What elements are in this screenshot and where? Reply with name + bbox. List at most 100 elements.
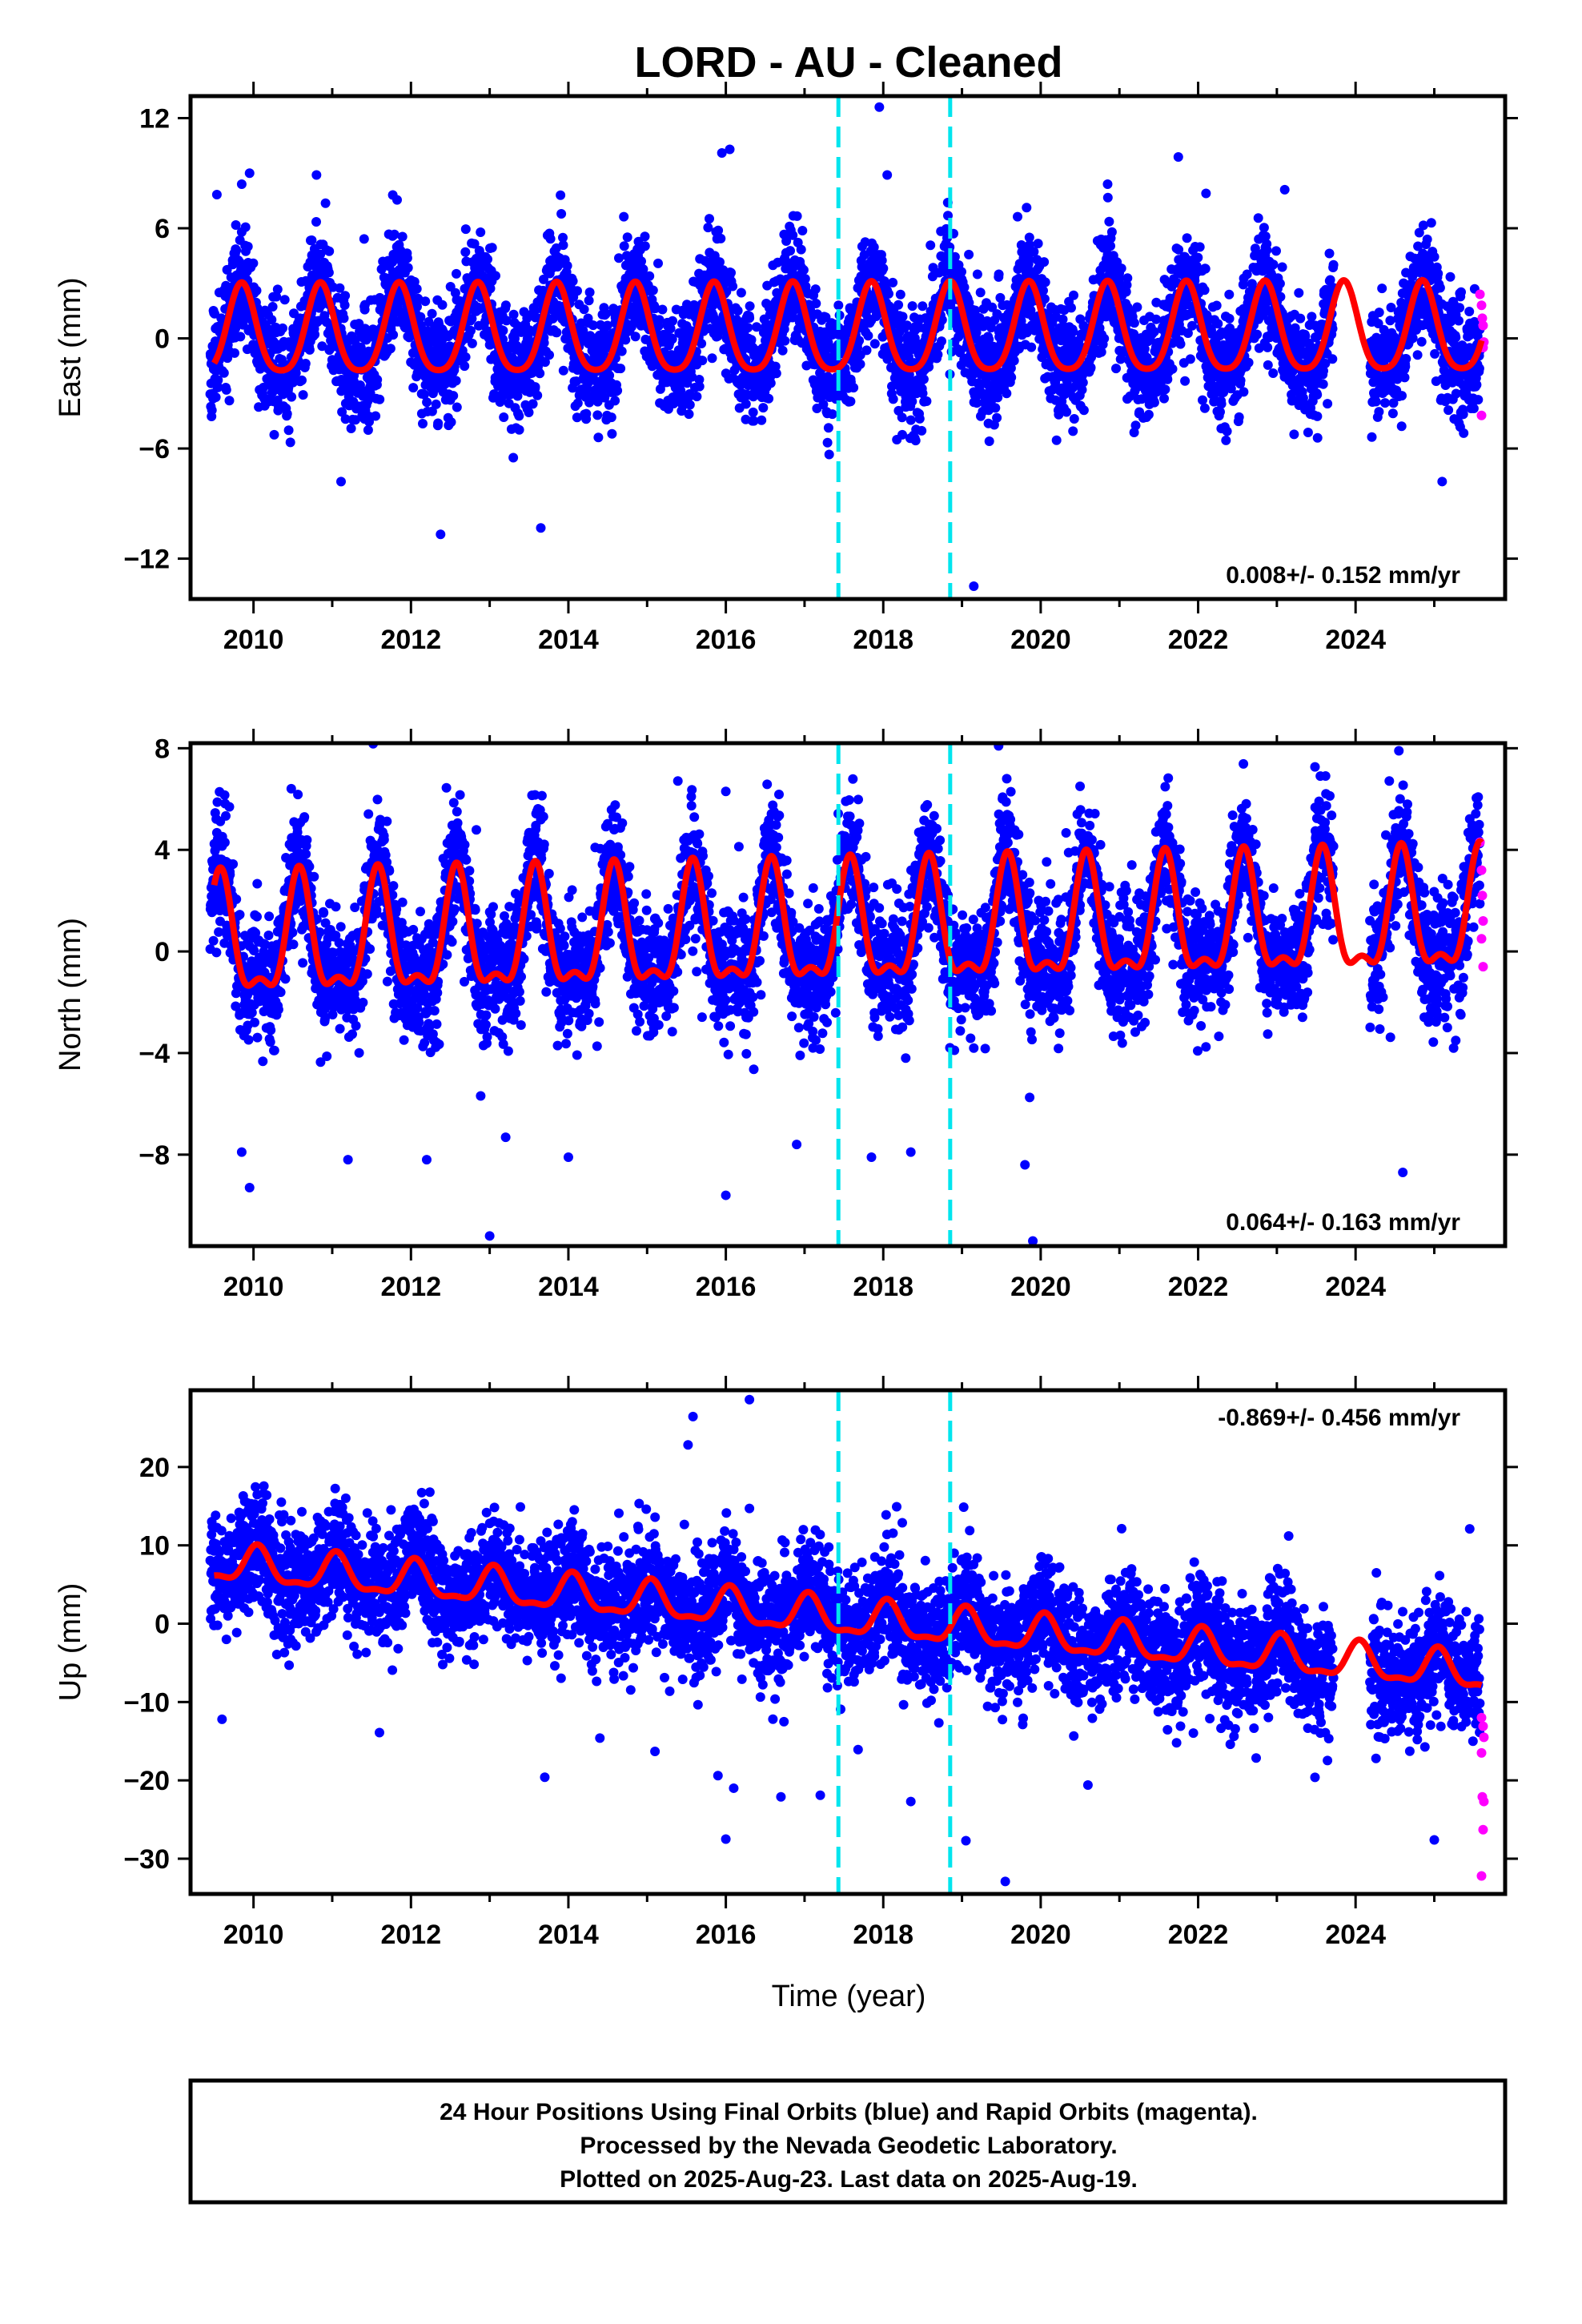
east-point [1199, 403, 1210, 413]
east-point [346, 424, 356, 433]
east-point [558, 232, 568, 243]
east-point [1069, 414, 1079, 424]
east-point [460, 352, 471, 362]
east-point [716, 233, 726, 243]
east-point [687, 372, 697, 382]
east-point [1380, 398, 1390, 408]
east-point [282, 408, 292, 419]
east-point [558, 365, 568, 376]
east-point [781, 236, 792, 246]
east-point [317, 341, 327, 352]
panel-east: 2010 2012 2014 2016 2018 2020 2022 20241260−6−1… [54, 82, 1518, 655]
east-point [437, 300, 448, 310]
east-point [320, 198, 331, 208]
east-point [1324, 248, 1335, 259]
east-point [448, 391, 459, 401]
east-point [1216, 399, 1227, 409]
east-point [307, 235, 317, 245]
east-point [363, 425, 373, 435]
east-point [1234, 412, 1244, 422]
east-point [1160, 384, 1170, 395]
east-point [855, 359, 865, 369]
east-point [223, 353, 233, 364]
east-point [1312, 389, 1323, 400]
east-point [1252, 329, 1263, 340]
east-point [271, 292, 282, 302]
east-point [1039, 257, 1050, 267]
east-point [1078, 405, 1089, 416]
east-point [337, 407, 347, 417]
east-point [460, 361, 470, 372]
east-point [485, 283, 496, 294]
east-point [231, 220, 241, 230]
east-point [619, 241, 629, 251]
east-point [207, 405, 217, 416]
east-point [644, 271, 655, 281]
east-point [287, 392, 297, 402]
east-point [272, 284, 283, 295]
east-point [1068, 426, 1078, 436]
east-point [335, 283, 345, 293]
east-point [1173, 152, 1183, 162]
east-point [491, 271, 500, 281]
east-point [1312, 432, 1323, 443]
east-point [780, 336, 790, 346]
east-point [972, 269, 982, 279]
east-point [959, 282, 970, 292]
east-point [636, 256, 646, 267]
east-point [1295, 313, 1306, 324]
east-point [385, 344, 396, 354]
panels-layer: 2010 2012 2014 2016 2018 2020 2022 20241260−6−1… [54, 82, 1518, 1950]
east-point [697, 356, 708, 366]
east-point [283, 425, 294, 436]
east-point [665, 324, 676, 334]
east-point [622, 232, 632, 243]
east-point [1239, 387, 1249, 397]
chart-title: LORD - AU - Cleaned [634, 38, 1062, 86]
east-point [1275, 279, 1285, 289]
east-point [810, 284, 821, 295]
east-point [630, 332, 640, 342]
east-point [1132, 302, 1142, 312]
east-point [771, 368, 781, 379]
east-point [556, 209, 567, 219]
east-point [501, 316, 512, 326]
east-point [452, 268, 461, 279]
east-point [1200, 263, 1211, 274]
east-point [604, 370, 615, 380]
east-point [213, 375, 223, 385]
east-point [1009, 356, 1019, 366]
east-point [339, 313, 349, 324]
east-point [536, 523, 546, 533]
east-point [798, 265, 809, 275]
east-point [654, 315, 665, 325]
east-point [910, 436, 921, 446]
east-point [638, 264, 648, 275]
east-point [1221, 435, 1231, 445]
east-point [1198, 395, 1207, 405]
east-point [278, 323, 287, 333]
east-point [713, 225, 724, 235]
east-point [499, 412, 509, 422]
east-point [685, 400, 695, 410]
east-point [640, 231, 650, 242]
east-point [640, 241, 650, 251]
east-point [572, 412, 582, 423]
east-point [733, 306, 743, 316]
east-point [397, 231, 408, 242]
east-point [614, 253, 624, 263]
east-point [715, 257, 725, 267]
east-point [845, 396, 856, 407]
east-point [300, 359, 311, 368]
east-point [1066, 303, 1076, 313]
east-point [741, 399, 751, 409]
east-point [267, 302, 278, 312]
east-point [467, 338, 477, 348]
east-point [259, 382, 269, 392]
east-point [402, 253, 412, 263]
east-point [1002, 388, 1012, 399]
east-point [888, 394, 898, 404]
east-point [452, 402, 462, 412]
east-point [905, 415, 916, 425]
